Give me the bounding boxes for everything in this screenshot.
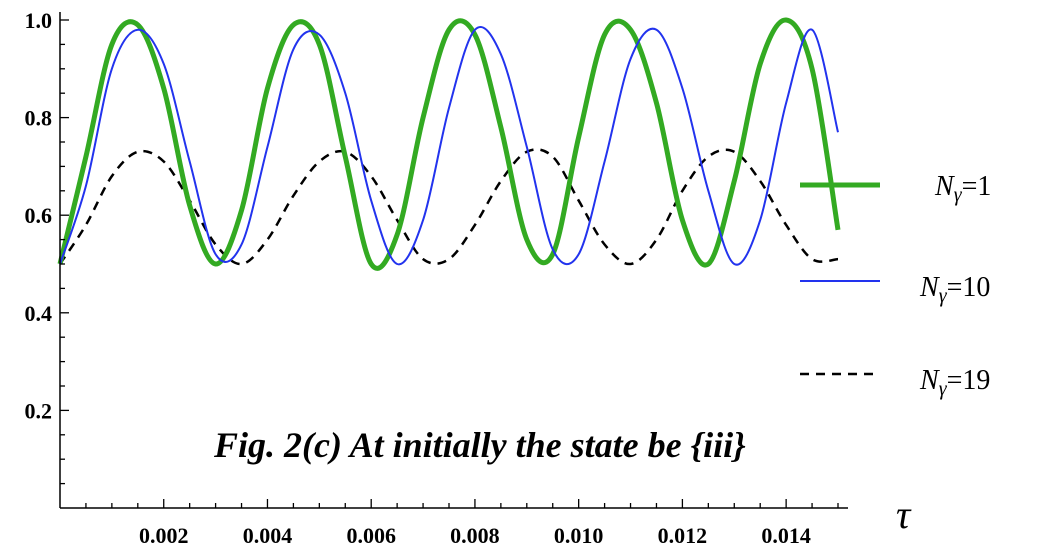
y-tick-label: 0.8 — [25, 106, 53, 131]
x-tick-label: 0.012 — [658, 523, 708, 548]
axes: 0.002 0.004 0.006 0.008 0.010 0.012 0.014 0.20… — [25, 8, 848, 548]
legend-label-2: Nγ=10 — [919, 272, 990, 307]
series-line-3 — [58, 148, 839, 266]
x-tick-label: 0.014 — [761, 523, 811, 548]
x-ticks: 0.002 0.004 0.006 0.008 0.010 0.012 0.014 — [85, 499, 839, 548]
legend: Nγ=1 Nγ=10 Nγ=19 — [800, 171, 991, 400]
x-axis-label: τ — [896, 492, 912, 537]
x-tick-label: 0.004 — [243, 523, 293, 548]
figure-caption: Fig. 2(c) At initially the state be {iii… — [213, 425, 746, 465]
x-tick-label: 0.006 — [346, 523, 396, 548]
x-tick-label: 0.008 — [450, 523, 500, 548]
legend-label-3: Nγ=19 — [919, 365, 990, 400]
plot-area — [57, 17, 841, 271]
y-tick-label: 0.6 — [25, 203, 53, 228]
y-ticks: 0.2 0.4 0.6 0.8 1.0 — [25, 8, 69, 485]
y-tick-label: 0.2 — [25, 398, 53, 423]
series-line-2 — [59, 26, 839, 266]
series-line-1 — [57, 17, 841, 271]
legend-label-1: Nγ=1 — [934, 171, 991, 206]
x-tick-label: 0.002 — [139, 523, 189, 548]
x-tick-label: 0.010 — [554, 523, 604, 548]
y-tick-label: 1.0 — [25, 8, 53, 33]
y-tick-label: 0.4 — [25, 301, 53, 326]
